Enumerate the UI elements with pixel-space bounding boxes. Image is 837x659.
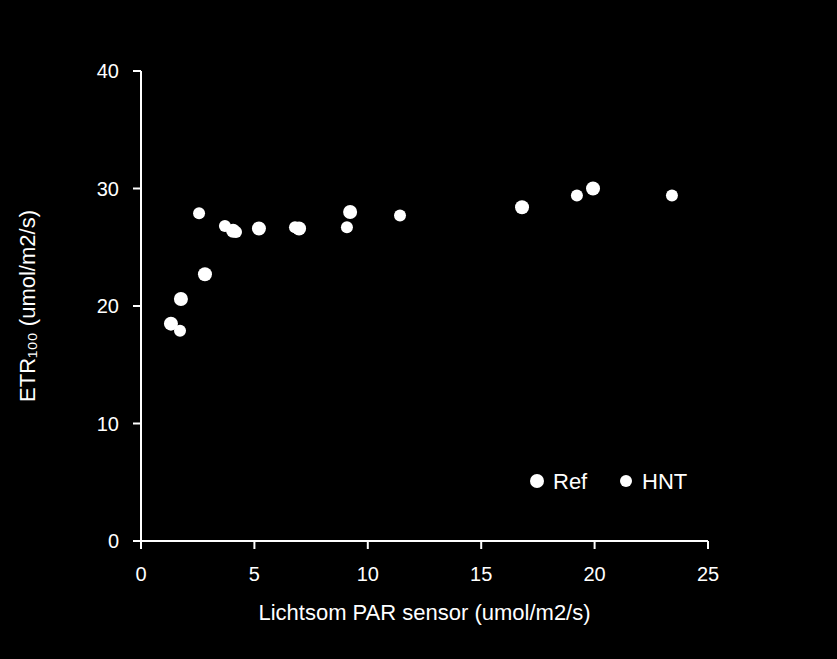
legend-marker [530,474,544,488]
point [666,190,678,202]
point [174,325,186,337]
point [230,226,242,238]
point [252,221,266,235]
legend-marker [620,475,632,487]
x-tick-label: 25 [697,563,719,585]
chart: 0 10 20 30 40 0 5 10 15 20 25 Lichtsom PAR sensor (… [0,0,837,659]
point [515,200,529,214]
y-tick-label: 40 [97,60,119,82]
y-tick [133,305,141,307]
y-tick-label: 0 [108,530,119,552]
x-tick [480,541,482,549]
point [586,182,600,196]
y-tick-label: 10 [97,413,119,435]
point [219,220,231,232]
y-tick [133,188,141,190]
points [164,182,678,337]
point [343,205,357,219]
x-tick-label: 0 [135,563,146,585]
y-axis-label: ETR₁₀₀ (umol/m2/s) [15,210,40,402]
y-tick [133,540,141,542]
y-tick-label: 30 [97,178,119,200]
legend: Ref HNT [530,469,687,494]
legend-label: Ref [553,469,588,494]
point [193,207,205,219]
x-axis [141,540,708,542]
y-tick [133,70,141,72]
y-tick-label: 20 [97,295,119,317]
x-tick [140,541,142,549]
point [394,210,406,222]
x-tick [707,541,709,549]
point [341,221,353,233]
point [289,221,301,233]
background [0,0,837,659]
x-tick-label: 15 [470,563,492,585]
x-tick [594,541,596,549]
x-tick-label: 10 [357,563,379,585]
x-tick-label: 20 [583,563,605,585]
point [174,292,188,306]
legend-label: HNT [642,469,687,494]
x-tick-label: 5 [249,563,260,585]
x-tick [367,541,369,549]
y-tick [133,423,141,425]
point [198,267,212,281]
point [571,190,583,202]
x-axis-label: Lichtsom PAR sensor (umol/m2/s) [258,600,590,625]
x-tick [253,541,255,549]
